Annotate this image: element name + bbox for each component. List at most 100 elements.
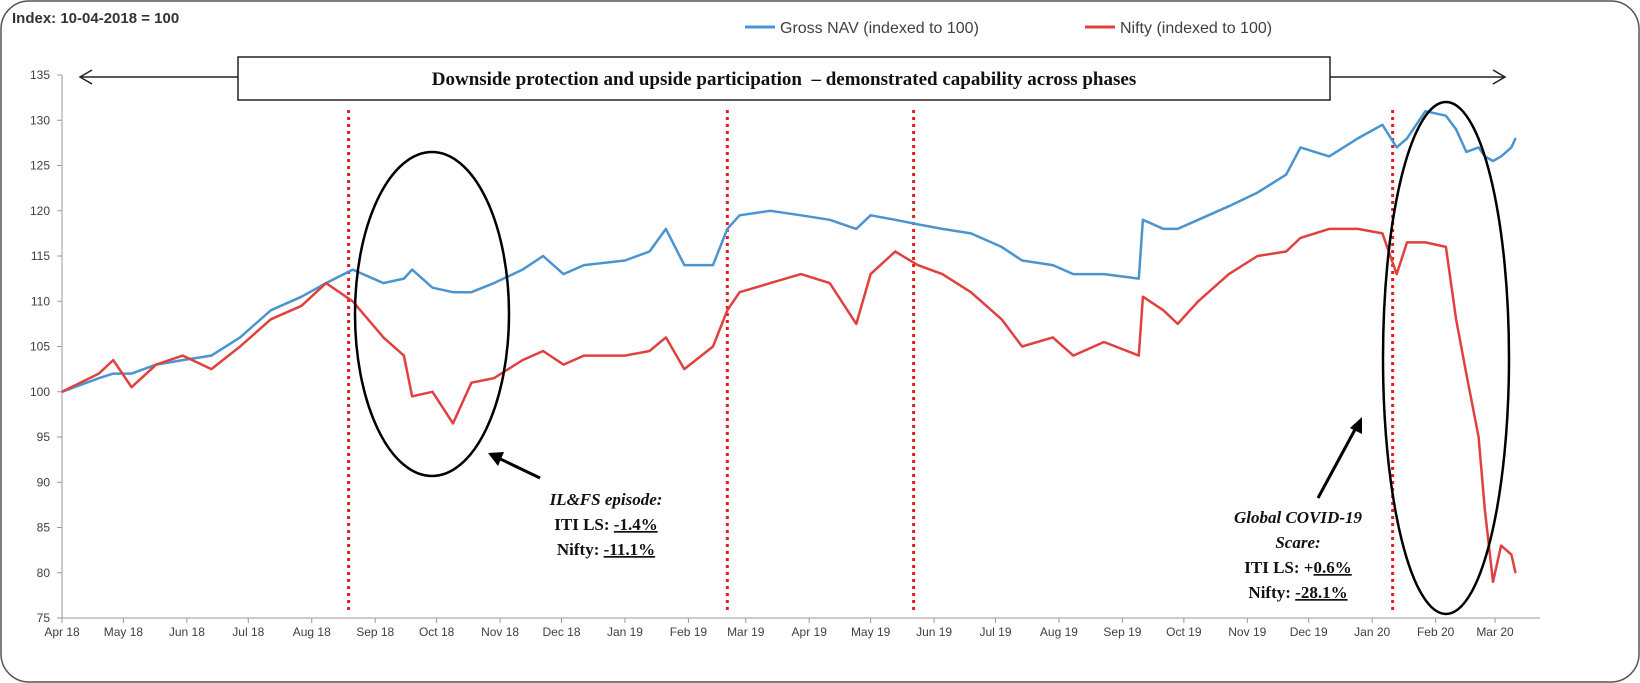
- data-point: [869, 214, 872, 217]
- y-tick-label: 85: [37, 521, 51, 535]
- y-tick-label: 95: [37, 430, 51, 444]
- data-point: [1137, 277, 1140, 280]
- data-point: [1381, 232, 1384, 235]
- x-tick-label: Nov 19: [1228, 625, 1266, 639]
- ilfs-line1-label: ITI LS:: [554, 515, 614, 534]
- data-point: [1514, 571, 1517, 574]
- data-point: [452, 291, 454, 294]
- data-point: [1299, 237, 1302, 239]
- data-point: [1483, 508, 1486, 511]
- data-point: [1357, 228, 1359, 230]
- data-point: [181, 354, 184, 357]
- data-point: [493, 282, 495, 284]
- data-point: [712, 345, 714, 348]
- x-tick-label: Dec 18: [542, 625, 580, 639]
- data-point: [98, 372, 100, 375]
- y-tick-label: 120: [30, 204, 50, 218]
- covid-line1-label: ITI LS: +: [1244, 558, 1313, 577]
- data-point: [300, 304, 303, 307]
- x-tick-label: May 19: [851, 625, 891, 639]
- data-point: [941, 228, 944, 230]
- data-point: [351, 268, 354, 271]
- x-tick-label: Sep 19: [1103, 625, 1141, 639]
- data-point: [1197, 300, 1199, 303]
- data-point: [562, 273, 565, 275]
- x-tick-label: Aug 18: [293, 625, 331, 639]
- data-point: [665, 336, 667, 339]
- data-point: [1299, 146, 1302, 149]
- data-point: [1406, 137, 1408, 140]
- data-point: [1137, 354, 1140, 357]
- data-point: [403, 354, 405, 357]
- data-point: [1000, 318, 1003, 321]
- data-point: [210, 368, 213, 370]
- data-point: [1455, 318, 1457, 321]
- data-point: [270, 318, 272, 321]
- data-point: [1445, 246, 1447, 248]
- covid-line2-label: Nifty:: [1248, 583, 1295, 602]
- banner-text: Downside protection and upside participa…: [432, 69, 1136, 90]
- data-point: [1500, 155, 1502, 158]
- data-point: [894, 219, 896, 221]
- covid-title2: Scare:: [1275, 533, 1320, 552]
- data-point: [1103, 341, 1105, 343]
- data-point: [1176, 228, 1179, 230]
- data-point: [1000, 246, 1003, 248]
- data-point: [382, 282, 385, 284]
- data-point: [1176, 323, 1179, 325]
- y-tick-label: 105: [30, 340, 50, 354]
- x-tick-label: Oct 19: [1166, 625, 1202, 639]
- x-tick-label: Oct 18: [419, 625, 455, 639]
- legend: Gross NAV (indexed to 100) Nifty (indexe…: [745, 20, 1272, 37]
- data-point: [61, 390, 63, 393]
- data-point: [112, 372, 114, 375]
- covid-line2-value: -28.1%: [1295, 583, 1347, 602]
- x-tick-label: Mar 20: [1476, 625, 1514, 639]
- data-point: [470, 381, 473, 384]
- data-point: [1424, 110, 1427, 112]
- data-point: [648, 350, 651, 352]
- data-point: [431, 390, 434, 393]
- y-tick-label: 115: [31, 249, 50, 263]
- covid-ellipse: [1381, 100, 1511, 616]
- ilfs-line2: Nifty: -11.1%: [557, 540, 655, 559]
- x-tick-label: Jan 19: [607, 625, 643, 639]
- data-point: [351, 300, 354, 303]
- data-point: [1285, 250, 1287, 253]
- data-point: [1256, 191, 1259, 194]
- data-point: [542, 255, 544, 257]
- data-point: [916, 264, 919, 266]
- covid-line2: Nifty: -28.1%: [1248, 583, 1347, 602]
- data-point: [1228, 205, 1230, 208]
- y-tick-label: 130: [30, 113, 50, 127]
- ilfs-line1-value: -1.4%: [614, 515, 658, 534]
- data-point: [1162, 228, 1165, 230]
- ilfs-ellipse: [353, 150, 511, 478]
- data-point: [1328, 228, 1330, 230]
- data-point: [181, 359, 184, 361]
- data-point: [855, 228, 858, 230]
- data-point: [738, 214, 741, 217]
- data-point: [431, 286, 434, 289]
- data-point: [239, 336, 241, 339]
- data-point: [970, 291, 972, 294]
- ilfs-line2-label: Nifty:: [557, 540, 604, 559]
- banner-box: [237, 56, 1331, 101]
- arrow-left-icon: [78, 69, 93, 85]
- data-point: [970, 232, 972, 235]
- data-point: [1228, 273, 1230, 275]
- y-tick-label: 135: [30, 68, 50, 82]
- covid-pointer: [1316, 423, 1360, 499]
- arrow-head-icon: [488, 452, 504, 466]
- x-tick-label: Jun 18: [169, 625, 205, 639]
- data-point: [583, 264, 585, 266]
- ilfs-line2-value: -11.1%: [604, 540, 655, 559]
- arrow-right-icon: [1492, 69, 1507, 85]
- data-point: [828, 282, 831, 284]
- data-point: [1142, 219, 1144, 221]
- data-point: [1197, 219, 1199, 221]
- data-point: [521, 268, 524, 271]
- data-point: [1465, 372, 1468, 375]
- data-point: [210, 354, 213, 357]
